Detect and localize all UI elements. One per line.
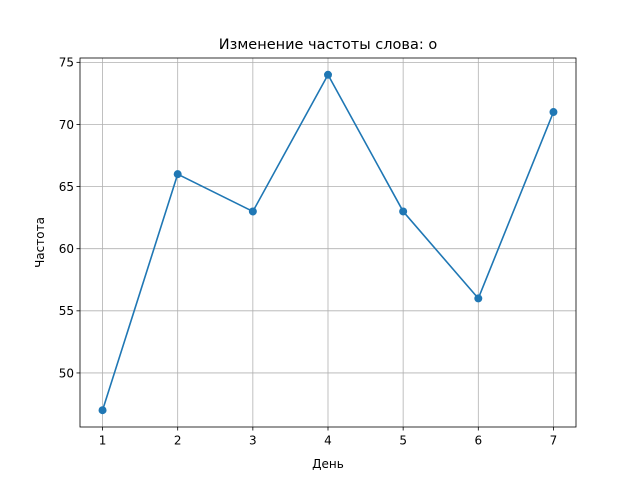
x-axis-label: День xyxy=(312,457,344,471)
x-tick-label: 7 xyxy=(550,434,558,448)
y-tick-label: 70 xyxy=(59,118,74,132)
x-tick-label: 2 xyxy=(174,434,182,448)
data-point xyxy=(474,294,483,303)
y-tick-label: 75 xyxy=(59,56,74,70)
x-tick-label: 5 xyxy=(399,434,407,448)
x-tick-label: 1 xyxy=(99,434,107,448)
y-axis-label: Частота xyxy=(33,217,47,268)
axis-ticks: 1 2 3 4 5 6 7 50 55 60 65 70 75 xyxy=(59,56,558,448)
chart-title: Изменение частоты слова: о xyxy=(219,37,438,53)
y-tick-label: 50 xyxy=(59,366,74,380)
data-point xyxy=(399,207,408,216)
data-point xyxy=(173,170,182,179)
data-point xyxy=(324,70,332,79)
y-tick-label: 65 xyxy=(59,180,74,194)
x-tick-label: 4 xyxy=(324,434,332,448)
data-point xyxy=(248,207,257,216)
data-point xyxy=(549,108,558,117)
x-tick-label: 3 xyxy=(249,434,257,448)
series-layer xyxy=(98,70,558,415)
grid xyxy=(80,58,576,427)
y-tick-label: 60 xyxy=(59,242,74,256)
data-point xyxy=(98,406,107,415)
y-tick-label: 55 xyxy=(59,304,74,318)
x-tick-label: 6 xyxy=(474,434,482,448)
